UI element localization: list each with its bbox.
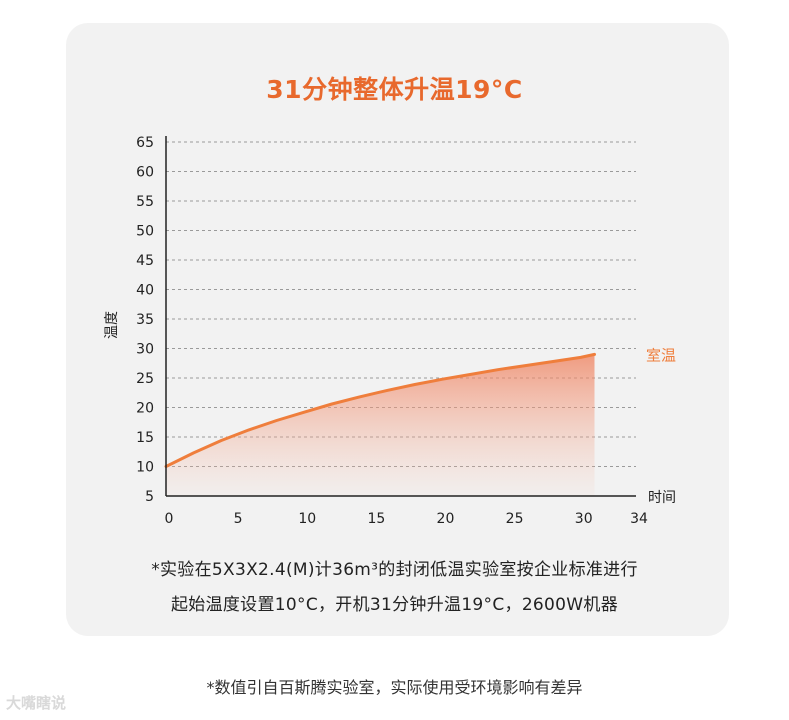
y-tick-label: 15 — [136, 430, 154, 446]
watermark-logo: 大嘴瞎说 — [6, 694, 67, 712]
y-tick-label: 20 — [136, 401, 154, 417]
y-tick-label: 55 — [136, 194, 154, 210]
x-tick-label: 15 — [367, 511, 385, 527]
series-line — [164, 352, 596, 468]
chart-card — [66, 23, 729, 636]
y-axis-title: 温度 — [104, 311, 120, 339]
chart-title: 31分钟整体升温19°C — [266, 75, 523, 104]
y-tick-label: 50 — [136, 224, 154, 240]
y-tick-label: 10 — [136, 460, 154, 476]
experiment-detail: 起始温度设置10°C，开机31分钟升温19°C，2600W机器 — [170, 595, 618, 615]
x-tick-label: 20 — [437, 511, 455, 527]
series-area-fill — [166, 354, 595, 496]
x-tick-label: 10 — [298, 511, 316, 527]
data-source-footnote: *数值引自百斯腾实验室，实际使用受环境影响有差异 — [206, 678, 583, 697]
x-tick-label: 0 — [165, 511, 174, 527]
x-tick-label: 5 — [234, 511, 243, 527]
y-tick-label: 45 — [136, 253, 154, 269]
series-label: 室温 — [646, 346, 676, 364]
x-tick-label: 34 — [630, 511, 648, 527]
y-tick-label: 30 — [136, 342, 154, 358]
x-tick-label: 25 — [506, 511, 524, 527]
y-tick-label: 65 — [136, 135, 154, 151]
x-axis-title: 时间 — [648, 490, 676, 506]
x-tick-label: 30 — [575, 511, 593, 527]
y-tick-label: 5 — [145, 489, 154, 505]
experiment-note: *实验在5X3X2.4(M)计36m³的封闭低温实验室按企业标准进行 — [151, 560, 638, 580]
y-tick-label: 40 — [136, 283, 154, 299]
y-tick-label: 35 — [136, 312, 154, 328]
y-tick-label: 60 — [136, 165, 154, 181]
y-tick-label: 25 — [136, 371, 154, 387]
